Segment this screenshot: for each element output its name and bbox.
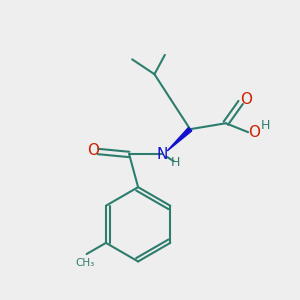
Text: O: O: [240, 92, 252, 107]
Polygon shape: [167, 128, 192, 151]
Text: CH₃: CH₃: [76, 259, 95, 269]
Text: O: O: [87, 143, 99, 158]
Text: O: O: [249, 125, 261, 140]
Text: H: H: [261, 119, 270, 132]
Text: H: H: [171, 156, 180, 169]
Text: N: N: [156, 147, 168, 162]
